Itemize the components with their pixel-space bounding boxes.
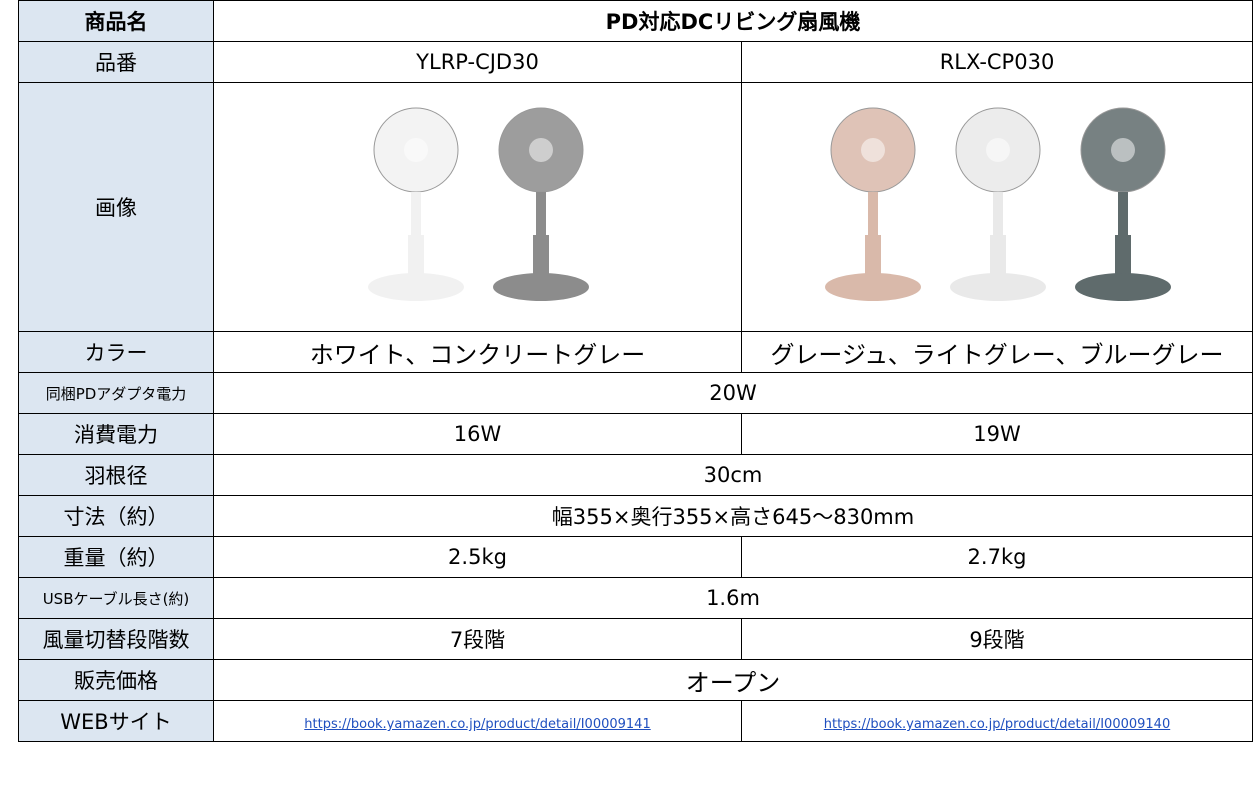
table-row: 風量切替段階数 7段階 9段階 [18,618,1253,660]
value-cell: 9段階 [741,618,1253,660]
row-label: 羽根径 [18,454,214,496]
fan-images [824,107,1171,301]
table-row: 羽根径 30cm [18,454,1253,496]
row-label: 重量（約） [18,536,214,578]
image-cell [741,82,1253,332]
value-cell: 2.5kg [213,536,742,578]
row-label: 消費電力 [18,413,214,455]
fan-image [367,107,464,301]
value-cell: グレージュ、ライトグレー、ブルーグレー [741,331,1253,373]
value-cell: 2.7kg [741,536,1253,578]
spec-table: 商品名 PD対応DCリビング扇風機 品番 YLRP-CJD30 RLX-CP030 画像カ… [18,0,1253,742]
value-cell: 30cm [213,454,1253,496]
table-row: 消費電力 16W 19W [18,413,1253,455]
image-cell [213,82,742,332]
value-cell: PD対応DCリビング扇風機 [213,0,1253,42]
value-cell: 1.6m [213,577,1253,619]
fan-images [367,107,589,301]
value-cell: 16W [213,413,742,455]
row-label: 品番 [18,41,214,83]
row-label: 商品名 [18,0,214,42]
value-cell: ホワイト、コンクリートグレー [213,331,742,373]
row-label: WEBサイト [18,700,214,742]
row-label: 同梱PDアダプタ電力 [18,372,214,414]
value-cell: オープン [213,659,1253,701]
table-row: 寸法（約） 幅355×奥行355×高さ645～830mm [18,495,1253,537]
fan-image [1074,107,1171,301]
table-row: カラー ホワイト、コンクリートグレー グレージュ、ライトグレー、ブルーグレー [18,331,1253,373]
table-body: 商品名 PD対応DCリビング扇風機 品番 YLRP-CJD30 RLX-CP030 画像カ… [18,0,1253,742]
fan-image [824,107,921,301]
value-cell: RLX-CP030 [741,41,1253,83]
value-cell: 19W [741,413,1253,455]
website-link[interactable]: https://book.yamazen.co.jp/product/detai… [304,717,651,732]
table-row: 商品名 PD対応DCリビング扇風機 [18,0,1253,42]
table-row: 品番 YLRP-CJD30 RLX-CP030 [18,41,1253,83]
row-label: 寸法（約） [18,495,214,537]
row-label: 画像 [18,82,214,332]
table-row: WEBサイト https://book.yamazen.co.jp/product… [18,700,1253,742]
value-cell: https://book.yamazen.co.jp/product/detai… [213,700,742,742]
value-cell: 20W [213,372,1253,414]
fan-image [492,107,589,301]
row-label: カラー [18,331,214,373]
row-label: 販売価格 [18,659,214,701]
website-link[interactable]: https://book.yamazen.co.jp/product/detai… [823,717,1171,732]
table-row: USBケーブル長さ(約) 1.6m [18,577,1253,619]
table-row: 重量（約） 2.5kg 2.7kg [18,536,1253,578]
row-label: USBケーブル長さ(約) [18,577,214,619]
value-cell: YLRP-CJD30 [213,41,742,83]
table-row: 画像 [18,82,1253,332]
fan-image [949,107,1046,301]
value-cell: https://book.yamazen.co.jp/product/detai… [741,700,1253,742]
value-cell: 幅355×奥行355×高さ645～830mm [213,495,1253,537]
table-row: 販売価格 オープン [18,659,1253,701]
value-cell: 7段階 [213,618,742,660]
table-row: 同梱PDアダプタ電力 20W [18,372,1253,414]
row-label: 風量切替段階数 [18,618,214,660]
